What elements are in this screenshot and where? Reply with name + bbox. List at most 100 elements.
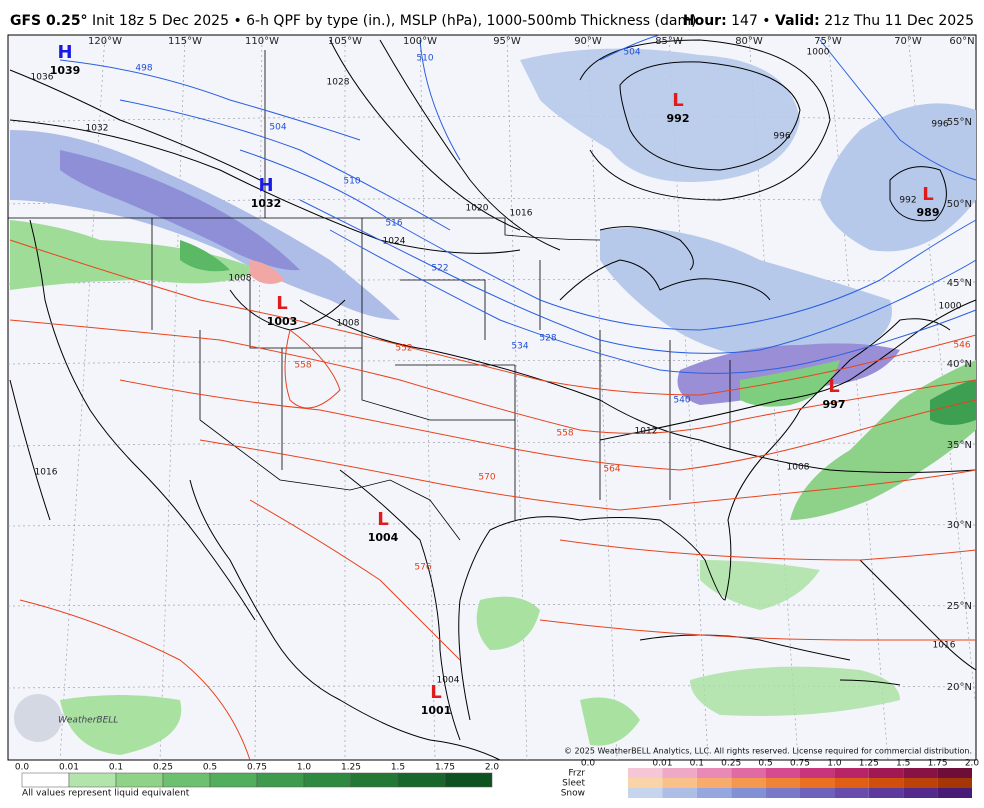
ptype-row-label: Snow [561, 789, 585, 799]
isobar-label: 1024 [383, 237, 406, 247]
thickness-cold [59, 34, 977, 374]
ptype-scale-tick: 1.25 [859, 759, 879, 769]
isobar-label: 1020 [466, 204, 489, 214]
header-title: GFS 0.25° Init 18z 5 Dec 2025 • 6-h QPF … [10, 13, 697, 29]
pressure-center-type: H [258, 175, 273, 196]
ptype-swatch [765, 788, 800, 798]
ptype-swatch [834, 778, 869, 788]
lat-label: 35°N [947, 440, 972, 451]
thickness-warm [9, 239, 977, 761]
ptype-swatch [731, 768, 766, 778]
lon-label: 115°W [168, 36, 202, 47]
isobar-label: 1016 [35, 468, 58, 478]
precipitation [10, 48, 976, 755]
ptype-scale-tick: 2.0 [965, 759, 980, 769]
map-labels: 120°W 115°W 110°W 105°W 100°W 95°W 90°W 85°W 80°… [31, 36, 975, 717]
thickness-warm-label: 570 [478, 473, 495, 483]
rain-scale-tick: 0.75 [247, 763, 267, 773]
rain-scale-swatch [68, 772, 117, 788]
rain-scale-swatch [303, 772, 352, 788]
hour-label: Hour: [683, 13, 727, 29]
thickness-cold-label: 516 [385, 219, 402, 229]
rain-scale-swatch [444, 772, 493, 788]
lat-label: 25°N [947, 601, 972, 612]
pressure-center-value: 992 [667, 112, 690, 125]
header-valid: Hour: 147 • Valid: 21z Thu 11 Dec 2025 [683, 13, 974, 29]
ptype-swatch [937, 788, 972, 798]
ptype-scale-tick: 1.75 [928, 759, 948, 769]
description: Init 18z 5 Dec 2025 • 6-h QPF by type (i… [92, 13, 697, 29]
ptype-scale-tick: 0.25 [721, 759, 741, 769]
rain-scale-tick: 2.0 [485, 763, 500, 773]
model-name: GFS 0.25° [10, 13, 88, 29]
ptype-swatch [628, 788, 663, 798]
isobar-label: 1028 [327, 78, 350, 88]
isobar-label: 1004 [437, 676, 460, 686]
lat-label: 40°N [947, 359, 972, 370]
thickness-cold-label: 498 [135, 64, 152, 74]
pressure-center-type: L [922, 184, 933, 205]
thickness-cold-label: 540 [673, 396, 690, 406]
pressure-center-type: L [276, 293, 287, 314]
rain-scale-tick: 0.01 [59, 763, 79, 773]
ptype-swatch [903, 788, 938, 798]
pressure-center-value: 1003 [267, 315, 298, 328]
isobar-label: 1016 [933, 641, 956, 651]
coastlines [29, 219, 951, 761]
logo-text: WeatherBELL [58, 716, 118, 726]
legend-note: All values represent liquid equivalent [22, 789, 190, 799]
lon-label: 110°W [245, 36, 279, 47]
thickness-cold-label: 522 [431, 264, 448, 274]
ptype-swatch [662, 788, 697, 798]
thickness-warm-label: 552 [395, 344, 412, 354]
isobar-label: 1000 [807, 48, 830, 58]
ptype-scale-tick: 0.1 [690, 759, 704, 769]
lon-label: 90°W [574, 36, 602, 47]
ptype-swatch [937, 778, 972, 788]
thickness-warm-label: 558 [294, 361, 311, 371]
isobar-label: 1036 [31, 73, 54, 83]
copyright: © 2025 WeatherBELL Analytics, LLC. All r… [564, 747, 972, 756]
ptype-swatch [800, 768, 835, 778]
pressure-center-value: 997 [823, 398, 846, 411]
lat-label: 55°N [947, 117, 972, 128]
ptype-scale-tick: 1.5 [896, 759, 910, 769]
thickness-cold-label: 504 [269, 123, 286, 133]
lon-label: 85°W [655, 36, 683, 47]
lon-label: 70°W [894, 36, 922, 47]
ptype-swatch [696, 778, 732, 788]
lat-label: 30°N [947, 520, 972, 531]
lon-label: 80°W [735, 36, 763, 47]
rain-scale-swatch [162, 772, 211, 788]
ptype-swatch [834, 788, 869, 798]
valid-label: Valid: [775, 13, 820, 29]
thickness-warm-label: 576 [414, 563, 431, 573]
ptype-scale-tick: 0.0 [581, 759, 596, 769]
isobar-label: 1008 [337, 319, 360, 329]
pressure-center-type: L [377, 509, 388, 530]
rain-scale-tick: 1.25 [341, 763, 361, 773]
isobar-label: 1008 [229, 274, 252, 284]
ptype-swatch [731, 778, 766, 788]
lat-label: 50°N [947, 199, 972, 210]
pressure-center-type: L [672, 90, 683, 111]
pressure-center-type: L [430, 682, 441, 703]
ptype-swatch [937, 768, 972, 778]
pressure-center-type: H [57, 42, 72, 63]
lon-label: 75°W [814, 36, 842, 47]
rain-scale-swatch [209, 772, 258, 788]
isobar-label: 996 [773, 132, 790, 142]
ptype-swatch [868, 768, 904, 778]
lon-label: 95°W [493, 36, 521, 47]
lat-label: 45°N [947, 278, 972, 289]
rain-scale-swatch [256, 772, 305, 788]
ptype-swatch [868, 788, 904, 798]
borders [8, 50, 731, 541]
ptype-swatch [662, 778, 697, 788]
hour-value: 147 • [731, 13, 770, 29]
ptype-swatch [868, 778, 904, 788]
thickness-warm-label: 546 [953, 341, 970, 351]
isobar-label: 992 [899, 196, 916, 206]
ptype-swatch [662, 768, 697, 778]
